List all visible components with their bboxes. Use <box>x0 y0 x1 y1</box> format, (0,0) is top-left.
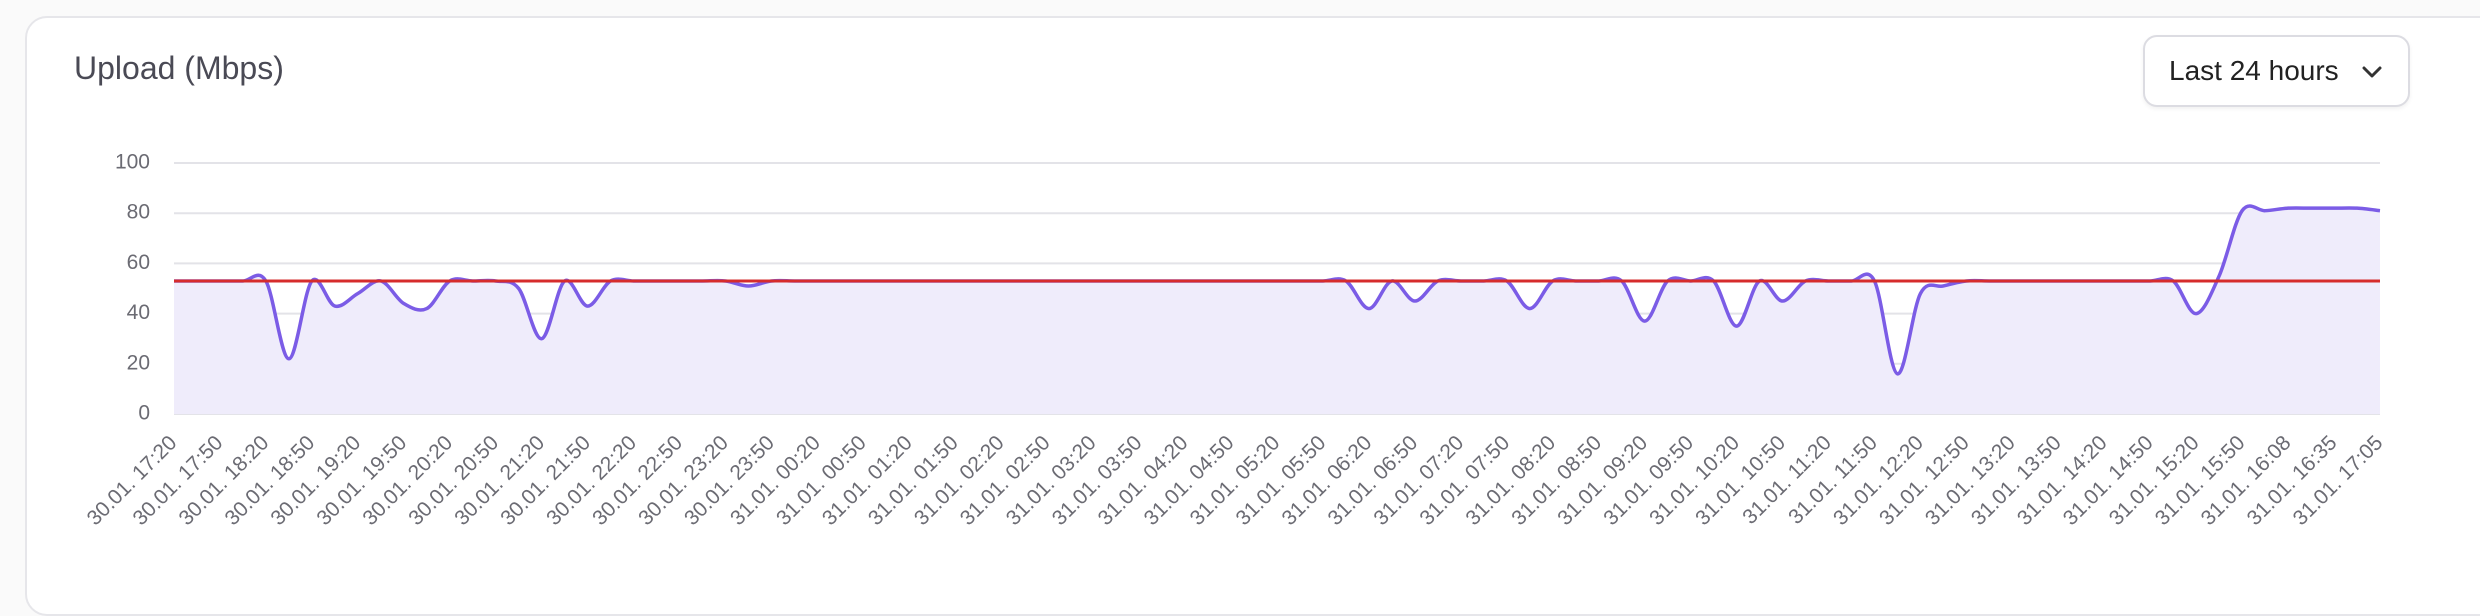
chevron <box>2362 66 2382 78</box>
y-tick-label: 40 <box>127 301 150 324</box>
range-dropdown[interactable]: Last 24 hours <box>2143 35 2410 107</box>
dropdown-label: Last 24 hours <box>2169 55 2339 86</box>
chart-title: Upload (Mbps) <box>74 50 284 86</box>
y-tick-label: 0 <box>138 402 150 425</box>
y-tick-label: 20 <box>127 351 150 374</box>
y-tick-label: 100 <box>115 151 150 174</box>
page: {"chart_data": {"type": "line", "title":… <box>25 16 2480 616</box>
area <box>174 205 2380 414</box>
y-tick-label: 60 <box>127 251 150 274</box>
y-tick-label: 80 <box>127 201 150 224</box>
